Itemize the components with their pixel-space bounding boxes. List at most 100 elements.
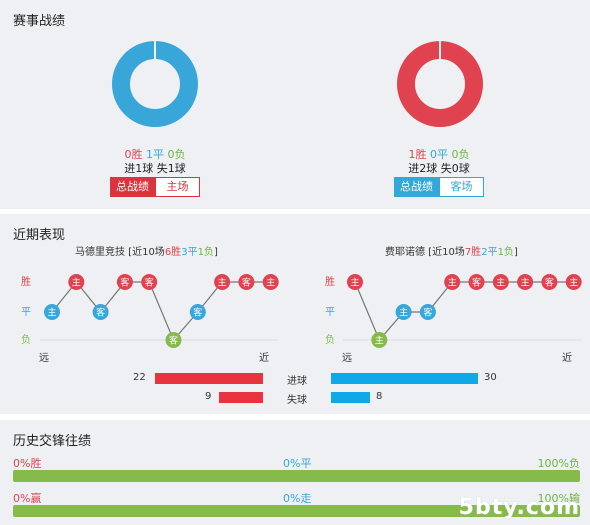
watermark: 5bty.com [458,495,580,520]
home-record-donut [112,40,198,127]
home-record-summary: 0胜 1平 0负 [95,146,215,162]
home-form-venue: 主 [47,307,56,319]
away-tab-overall[interactable]: 总战绩 [394,177,439,197]
h2h-handicap-bar [13,505,580,517]
h2h-handicap-win-pct: 0%赢 [13,492,42,505]
home-scored-bar [155,373,263,384]
home-tabs: 总战绩 主场 [110,177,200,197]
home-form-venue: 客 [193,307,202,319]
away-form-wins: 7胜 [464,247,482,258]
h2h-win-pct: 0%胜 [13,457,42,470]
away-form-venue: 主 [375,335,384,347]
head-to-head-title: 历史交锋往绩 [13,434,92,449]
away-tabs: 总战绩 客场 [394,177,484,197]
away-axis-near: 近 [562,351,572,364]
home-form-venue: 主 [72,277,81,289]
away-scored-value: 30 [484,372,497,383]
away-form-venue: 客 [472,277,481,289]
home-form-point [238,274,255,290]
home-axis-near: 近 [259,351,269,364]
home-form-name: 马德里竞技 [近10场 [75,247,165,258]
home-form-point [92,304,109,320]
scored-label: 进球 [287,376,307,387]
home-form-line [51,281,271,342]
away-axis-loss: 负 [325,333,335,346]
home-form-header: 马德里竞技 [近10场6胜3平1负] [75,243,218,258]
home-tab-overall[interactable]: 总战绩 [110,177,155,197]
home-form-venue: 客 [120,277,129,289]
away-form-venue: 主 [569,277,578,289]
home-form-draws: 3平 [181,247,198,258]
match-record-panel: 赛事战绩 0胜 1平 0负 进1球 失1球 总战绩 主场 1胜 0平 0负 进2… [0,0,590,209]
away-form-venue: 主 [496,277,505,289]
away-form-venue: 主 [521,277,530,289]
away-loss-count: 0负 [451,148,470,161]
home-form-venue: 客 [242,277,251,289]
home-axis-far: 远 [39,352,49,364]
home-form-wins: 6胜 [164,247,182,258]
recent-form-chart: 胜平负远 近主主客客 客客客主客主胜平负远 近主主主 客主客主主客主 [21,274,582,364]
away-form-suffix: ] [513,247,518,258]
recent-form-panel: 近期表现 胜平负远近主主客客客客客主客主胜平负远近主主主客主客主主客主 马德里竞… [0,214,590,414]
away-tab-away[interactable]: 客场 [439,177,484,197]
away-win-count: 1胜 [408,148,427,161]
away-form-venue: 主 [399,307,408,319]
away-record-summary: 1胜 0平 0负 [379,146,499,162]
home-goals: 进1球 失1球 [124,162,186,175]
home-form-point [189,304,206,320]
away-form-venue: 主 [448,277,457,289]
home-form-losses: 1负 [197,247,214,258]
h2h-loss-pct: 100%负 [537,457,580,470]
home-form-venue: 客 [96,307,105,319]
home-tab-home[interactable]: 主场 [155,177,200,197]
away-form-point [347,274,363,290]
away-form-point [419,304,436,320]
home-form-suffix: ] [213,247,218,258]
home-win-count: 0胜 [124,148,143,161]
away-form-venue: 主 [350,277,359,289]
home-form-point [44,304,60,320]
home-form-venue: 客 [145,277,154,289]
home-form-venue: 客 [169,335,178,347]
home-axis-draw: 平 [21,307,31,318]
home-form-point [68,274,85,290]
home-form-point [214,274,231,290]
away-draw-count: 0平 [430,148,448,161]
away-form-point [395,304,412,320]
away-axis-win: 胜 [325,276,335,288]
home-form-point [262,274,279,290]
head-to-head-panel: 历史交锋往绩 0%胜 0%平 100%负 0%赢 0%走 100%输 [0,420,590,525]
away-form-name: 费耶诺德 [近10场 [385,247,465,258]
home-axis-loss: 负 [21,333,31,346]
conceded-label: 失球 [287,395,307,406]
away-axis-draw: 平 [325,307,335,318]
away-form-draws: 2平 [481,247,498,258]
h2h-handicap-push-pct: 0%走 [283,492,312,505]
home-conceded-value: 9 [205,391,212,402]
home-form-point [165,332,182,348]
home-draw-count: 1平 [146,148,164,161]
home-scored-value: 22 [133,372,146,383]
away-form-point [541,274,558,290]
away-form-losses: 1负 [497,247,514,258]
home-form-venue: 主 [266,277,275,289]
h2h-handicap-loss-pct: 100%输 [537,492,580,505]
away-form-point [517,274,534,290]
home-form-point [141,274,158,290]
h2h-result-bar [13,470,580,482]
away-record-donut [397,40,483,127]
away-form-point [565,274,582,290]
away-conceded-value: 8 [376,391,383,402]
recent-form-title: 近期表现 [13,228,66,243]
home-loss-count: 0负 [167,148,186,161]
match-record-title: 赛事战绩 [13,14,66,29]
away-scored-bar [331,373,478,384]
away-form-point [492,274,509,290]
away-form-line [354,281,574,342]
home-axis-win: 胜 [21,276,31,288]
away-goals: 进2球 失0球 [408,162,470,175]
away-form-venue: 客 [545,277,554,289]
home-conceded-bar [219,392,263,403]
away-form-venue: 客 [423,307,432,319]
away-form-point [444,274,461,290]
